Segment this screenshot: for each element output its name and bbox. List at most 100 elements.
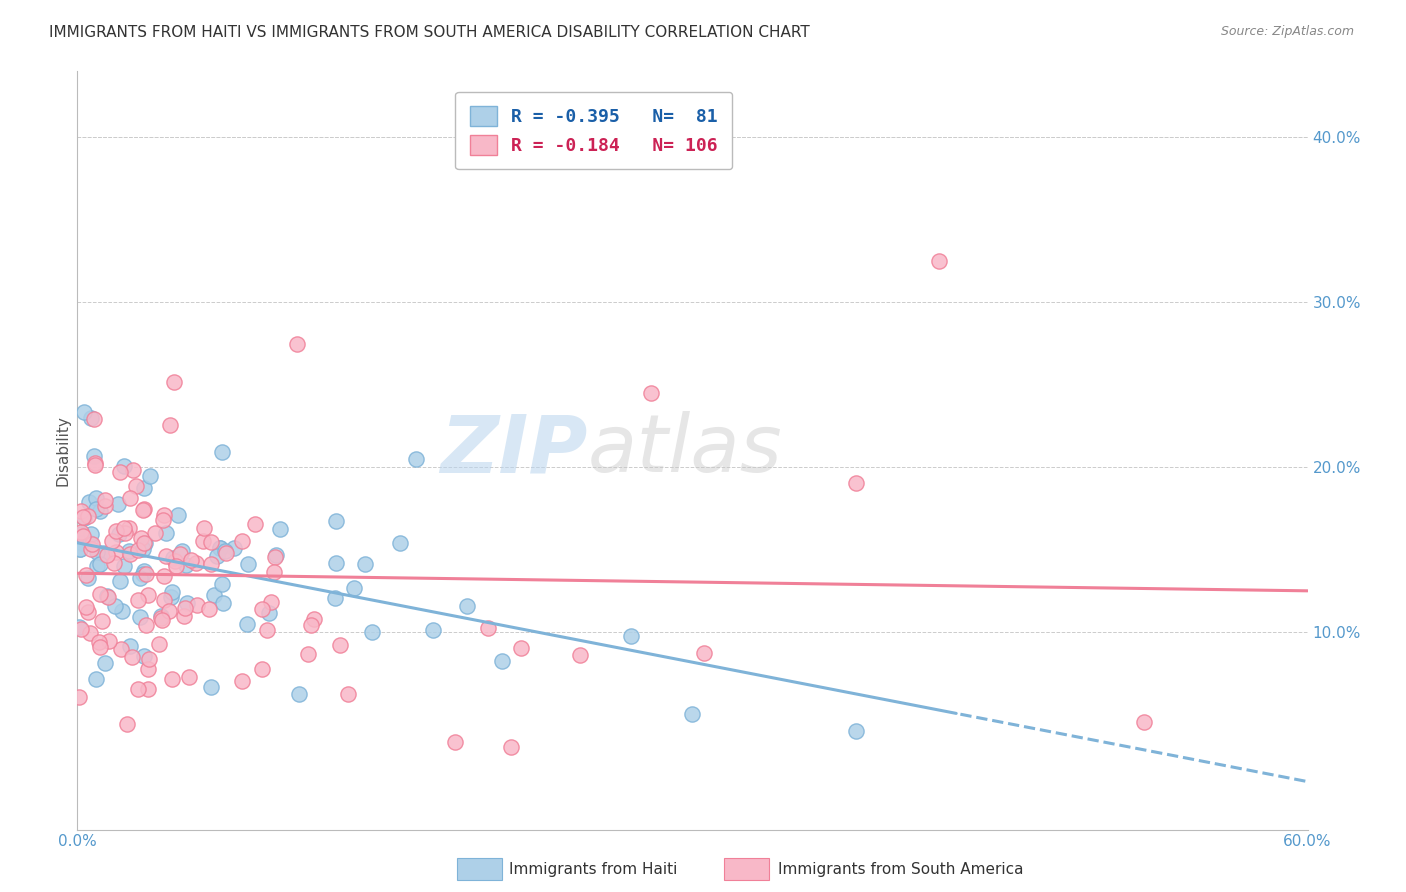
Point bbox=[159, 417, 181, 432]
Point bbox=[94, 492, 117, 507]
Point bbox=[215, 546, 238, 560]
Point bbox=[79, 625, 101, 640]
Point bbox=[620, 629, 643, 643]
Point bbox=[91, 546, 114, 560]
Point bbox=[422, 623, 444, 637]
Point bbox=[128, 571, 150, 585]
Point bbox=[211, 445, 233, 459]
Point bbox=[297, 647, 319, 661]
Point bbox=[501, 739, 523, 754]
Text: Immigrants from Haiti: Immigrants from Haiti bbox=[509, 863, 678, 877]
Point bbox=[269, 522, 291, 536]
Point bbox=[127, 682, 149, 697]
FancyBboxPatch shape bbox=[457, 858, 502, 880]
Point bbox=[72, 529, 94, 543]
Point bbox=[89, 640, 111, 654]
Point bbox=[186, 599, 208, 613]
Point bbox=[568, 648, 591, 663]
Point bbox=[193, 521, 215, 535]
Point bbox=[264, 550, 287, 565]
Point bbox=[84, 456, 107, 470]
Point bbox=[389, 536, 412, 550]
Point bbox=[477, 621, 499, 635]
Point bbox=[212, 597, 235, 611]
Point bbox=[73, 511, 96, 525]
Point bbox=[177, 670, 200, 684]
Point bbox=[101, 533, 124, 548]
Point bbox=[208, 541, 231, 555]
Point bbox=[104, 524, 127, 538]
Point bbox=[120, 547, 142, 561]
Point bbox=[343, 581, 366, 595]
Point bbox=[77, 571, 100, 585]
Point bbox=[136, 662, 159, 676]
Point bbox=[128, 610, 150, 624]
Legend: R = -0.395   N=  81, R = -0.184   N= 106: R = -0.395 N= 81, R = -0.184 N= 106 bbox=[456, 92, 733, 169]
Point bbox=[208, 541, 231, 555]
Point bbox=[405, 451, 427, 466]
Point bbox=[157, 604, 180, 618]
Point bbox=[236, 557, 259, 571]
Point bbox=[118, 544, 141, 558]
Point bbox=[79, 536, 101, 550]
Point bbox=[257, 606, 280, 620]
Point bbox=[444, 735, 467, 749]
Point bbox=[84, 502, 107, 516]
Point bbox=[160, 590, 183, 604]
Point bbox=[93, 547, 115, 561]
Point bbox=[928, 253, 950, 268]
Point bbox=[160, 673, 183, 687]
Point bbox=[360, 624, 382, 639]
Point bbox=[134, 536, 156, 550]
Point bbox=[302, 612, 325, 626]
Point bbox=[94, 656, 117, 670]
Text: IMMIGRANTS FROM HAITI VS IMMIGRANTS FROM SOUTH AMERICA DISABILITY CORRELATION CH: IMMIGRANTS FROM HAITI VS IMMIGRANTS FROM… bbox=[49, 25, 810, 40]
Point bbox=[112, 558, 135, 573]
Point bbox=[134, 502, 156, 516]
Point bbox=[287, 687, 309, 701]
Point bbox=[132, 503, 155, 517]
Point bbox=[87, 635, 110, 649]
Point bbox=[69, 542, 91, 557]
Point bbox=[69, 622, 91, 636]
Point bbox=[202, 588, 225, 602]
Point bbox=[200, 680, 222, 694]
Point bbox=[191, 534, 214, 549]
Point bbox=[69, 527, 91, 541]
Point bbox=[104, 599, 127, 613]
Point bbox=[245, 516, 267, 531]
Point bbox=[150, 613, 173, 627]
Point bbox=[135, 566, 157, 581]
Point bbox=[132, 536, 155, 550]
Point bbox=[456, 599, 478, 613]
Point bbox=[67, 620, 90, 634]
Point bbox=[76, 508, 98, 523]
Point bbox=[214, 543, 236, 558]
Point bbox=[256, 623, 278, 637]
Point bbox=[84, 491, 107, 506]
Point bbox=[682, 707, 704, 722]
Point bbox=[125, 479, 148, 493]
Point bbox=[115, 716, 138, 731]
Point bbox=[155, 525, 177, 540]
Point bbox=[89, 504, 111, 518]
Point bbox=[152, 568, 174, 582]
Point bbox=[114, 525, 136, 540]
Point bbox=[107, 497, 129, 511]
Point bbox=[260, 594, 283, 608]
Point bbox=[131, 531, 153, 545]
Point bbox=[104, 544, 127, 558]
Point bbox=[132, 542, 155, 557]
Point bbox=[132, 482, 155, 496]
Point bbox=[70, 536, 93, 550]
Point bbox=[96, 589, 118, 603]
Point bbox=[135, 617, 157, 632]
Point bbox=[110, 641, 132, 656]
Point bbox=[252, 662, 274, 676]
Point bbox=[325, 514, 347, 528]
Point bbox=[285, 337, 308, 351]
Point bbox=[510, 641, 533, 656]
Point bbox=[108, 465, 131, 479]
Point bbox=[79, 411, 101, 425]
Point bbox=[86, 559, 108, 574]
